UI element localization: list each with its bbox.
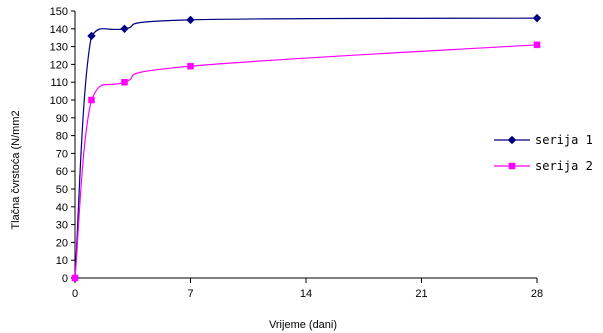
y-tick-label: 70 [56, 148, 68, 160]
legend-entry: serija 1 [494, 133, 593, 147]
y-tick-label: 90 [56, 113, 68, 125]
y-tick-label: 10 [56, 255, 68, 267]
y-tick-label: 50 [56, 184, 68, 196]
y-tick-label: 60 [56, 166, 68, 178]
data-point [88, 96, 95, 104]
legend-swatch-marker [507, 135, 517, 145]
y-axis-title: Tlačna čvrstoća (N/mm2 [10, 110, 22, 229]
series-line [74, 17, 538, 279]
y-tick-label: 40 [56, 202, 68, 214]
x-axis: 0 7 14 21 28 [72, 277, 543, 300]
data-point [532, 13, 542, 23]
y-tick-label: 110 [50, 77, 68, 89]
series-2 [71, 41, 541, 282]
y-tick-label: 130 [50, 42, 68, 54]
y-tick-label: 140 [50, 24, 68, 36]
x-tick-label: 21 [415, 288, 427, 300]
legend-entry: serija 2 [494, 159, 593, 173]
x-axis-title: Vrijeme (dani) [269, 319, 337, 331]
data-point [187, 62, 194, 70]
y-tick-label: 120 [50, 59, 68, 71]
data-point [120, 24, 129, 34]
y-tick-label: 30 [56, 220, 68, 232]
x-tick-label: 28 [531, 288, 543, 300]
y-tick-label: 150 [50, 6, 68, 18]
y-tick-label: 100 [50, 95, 68, 107]
legend-label: serija 1 [535, 133, 593, 147]
data-point [87, 31, 96, 41]
x-tick-label: 0 [72, 288, 78, 300]
x-tick-label: 14 [300, 288, 312, 300]
y-tick-label: 0 [62, 273, 68, 285]
y-tick-label: 20 [56, 237, 68, 249]
data-point [121, 78, 128, 86]
series-layer [70, 13, 542, 283]
legend-label: serija 2 [535, 159, 593, 173]
y-axis: 0 10 20 30 40 50 60 70 80 90 100 110 120 130 140 150 [50, 6, 76, 285]
x-tick-label: 7 [187, 288, 193, 300]
series-1 [70, 13, 542, 283]
data-point [533, 41, 541, 49]
legend-swatch-marker [508, 162, 516, 170]
series-line [74, 44, 538, 279]
legend: serija 1 serija 2 [494, 133, 593, 173]
y-tick-label: 80 [56, 131, 68, 143]
data-point [186, 15, 195, 25]
data-point [71, 274, 79, 282]
